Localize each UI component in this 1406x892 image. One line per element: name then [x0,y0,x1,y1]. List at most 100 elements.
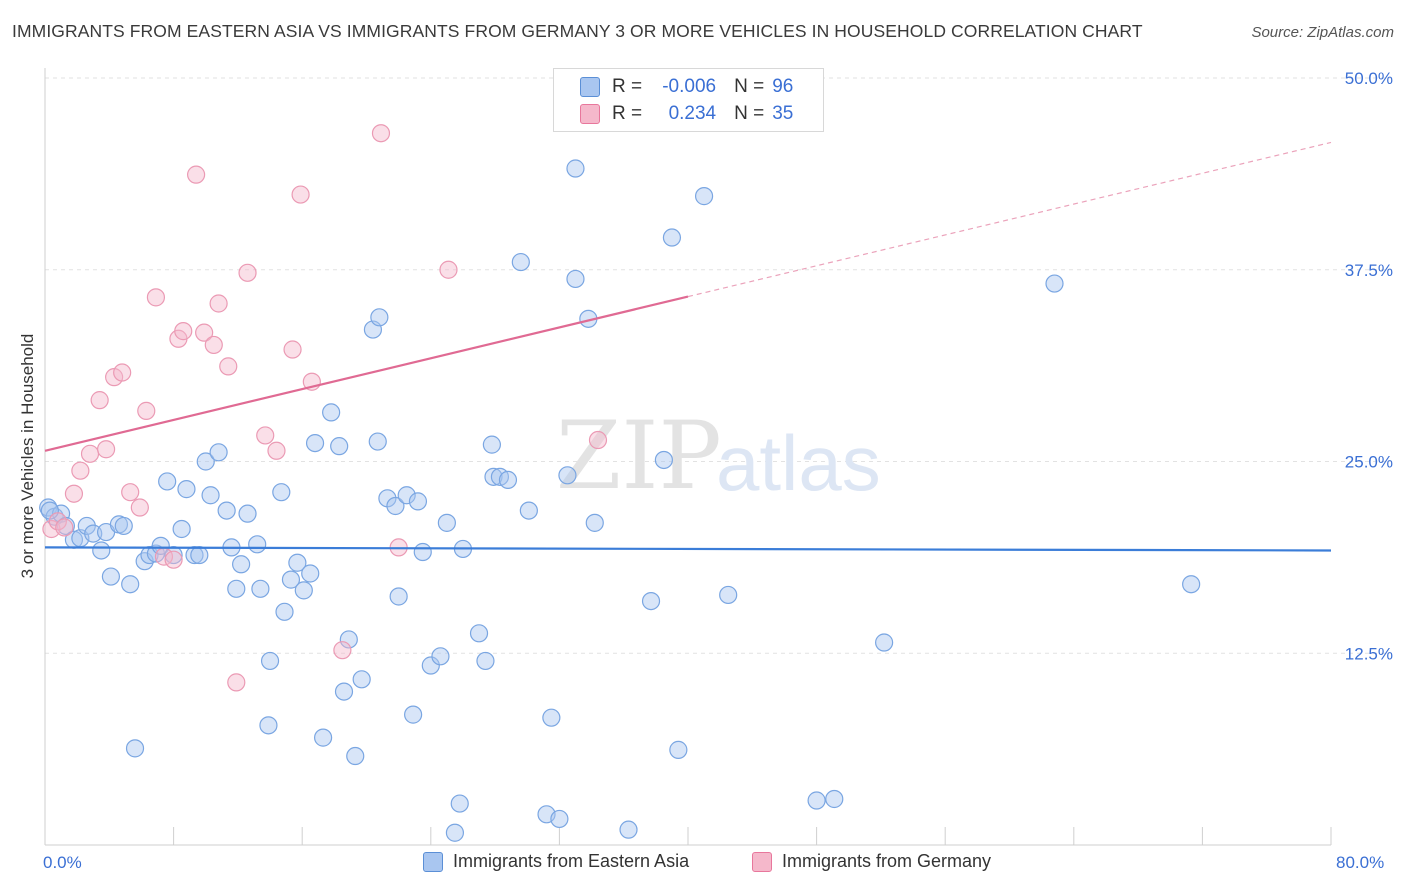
data-point [413,542,432,562]
legend-swatch-pink [580,104,600,124]
legend-n-label: N = [734,103,765,124]
data-point [875,633,894,652]
legend-row-germany: R = 0.234 N = 35 [580,102,793,126]
data-point [437,513,456,532]
data-point [389,587,408,606]
data-point [248,535,267,554]
data-point [204,335,223,355]
data-point [55,518,74,537]
y-tick-labels: 12.5% 25.0% 37.5% 50.0% [1345,69,1393,663]
y-tick-label: 12.5% [1345,644,1393,663]
data-point [585,513,604,532]
data-point [260,651,280,671]
legend-swatch-blue [580,77,600,97]
data-point [185,545,204,565]
data-point [313,728,333,747]
data-point [164,550,183,569]
gridlines [45,77,1391,654]
data-point [370,308,389,327]
legend-label: Immigrants from Eastern Asia [453,851,690,871]
data-point [322,403,341,422]
watermark-atlas: atlas [716,419,881,507]
y-tick-label: 25.0% [1345,453,1393,472]
data-point [519,501,538,520]
data-point [114,516,133,536]
trend-line-germany-extension [687,141,1332,298]
data-point [146,288,166,307]
data-point [177,480,196,499]
data-point [96,440,116,459]
data-point [386,496,405,516]
legend-label: Immigrants from Germany [782,851,992,871]
legend-swatch-blue [423,851,443,872]
data-point [333,641,352,660]
data-point [498,470,518,490]
data-point [654,450,673,470]
bottom-legend-germany: Immigrants from Germany [752,851,991,872]
axes [44,68,1332,846]
data-point [368,432,387,451]
data-point [421,656,440,675]
data-point [339,630,358,649]
data-point [158,472,177,491]
data-point [641,591,661,611]
data-point [408,492,428,511]
trend-line-germany [44,295,689,452]
watermark-zip: ZIP [556,402,722,511]
data-point [669,740,688,759]
legend-row-eastern-asia: R = -0.006 N = 96 [580,75,793,99]
legend-n-value: 96 [772,76,794,97]
data-point [283,340,302,359]
data-point [550,809,569,829]
data-point [259,716,278,735]
data-point [558,466,577,485]
data-point [566,269,585,289]
trend-line-eastern-asia [44,546,1332,552]
data-point [807,791,826,810]
data-point [825,789,844,809]
data-point [209,443,228,462]
legend-n-label: N = [734,76,765,97]
data-point [232,555,251,574]
data-point [484,467,503,486]
data-point [301,564,320,583]
data-point [90,391,109,410]
data-point [71,461,90,480]
data-point [294,581,313,600]
bottom-legend-eastern-asia: Immigrants from Eastern Asia [423,851,689,872]
data-point [404,705,423,724]
data-point [662,228,682,247]
data-point [291,185,310,204]
data-point [92,541,111,560]
data-point [371,124,391,143]
data-point [64,484,84,503]
data-point [476,651,495,671]
data-point [130,498,149,517]
watermark: ZIP atlas [556,402,881,511]
data-point [1045,274,1064,293]
y-axis-label: 3 or more Vehicles in Household [18,333,37,579]
source-label: Source: ZipAtlas.com [1251,24,1394,41]
data-point [1182,575,1201,594]
data-point [256,426,275,445]
data-point [431,647,450,666]
chart-title: IMMIGRANTS FROM EASTERN ASIA VS IMMIGRAN… [12,21,1143,41]
data-point [542,708,561,727]
data-point [174,322,193,341]
legend-r-label: R = [612,103,643,124]
data-point [172,519,191,539]
data-point [305,433,325,453]
data-point [346,746,365,766]
data-point [238,263,257,282]
data-point [439,260,458,279]
data-point [588,430,608,450]
data-point [101,567,121,586]
data-point [190,545,209,565]
x-tick-label-max: 80.0% [1336,853,1385,872]
data-point [334,682,354,701]
legend-n-value: 35 [772,103,794,124]
data-point [219,357,238,376]
data-point [281,570,301,589]
x-tick-label-min: 0.0% [43,853,82,872]
